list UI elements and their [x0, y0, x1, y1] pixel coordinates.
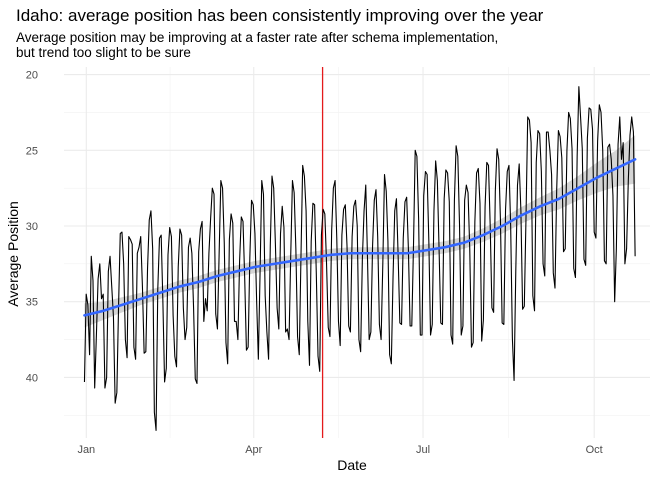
trend-confidence-band [84, 135, 636, 328]
x-axis-tick-labels: Jan Apr Jul Oct [77, 444, 602, 456]
y-axis-tick-labels: 20 25 30 35 40 [26, 70, 38, 385]
x-tick-label: Jul [416, 444, 430, 456]
observed-line [83, 86, 636, 431]
y-tick-label: 25 [26, 145, 38, 157]
x-tick-label: Jan [77, 444, 95, 456]
y-axis-title: Average Position [5, 201, 21, 307]
chart-subtitle-line-2: but trend too slight to be sure [16, 45, 191, 60]
x-tick-label: Apr [245, 444, 262, 456]
chart-title: Idaho: average position has been consist… [16, 6, 544, 25]
gridlines [64, 67, 650, 438]
confidence-band [84, 135, 636, 328]
trend-series [83, 158, 637, 317]
x-tick-label: Oct [586, 444, 603, 456]
y-tick-label: 35 [26, 297, 38, 309]
y-tick-label: 20 [26, 70, 38, 82]
x-axis-title: Date [337, 457, 367, 473]
chart-subtitle-line-1: Average position may be improving at a f… [16, 30, 499, 45]
y-tick-label: 40 [26, 372, 38, 384]
observed-series [83, 86, 636, 431]
chart-subtitle: Average position may be improving at a f… [16, 30, 656, 60]
trend-line [83, 158, 637, 317]
y-tick-label: 30 [26, 221, 38, 233]
